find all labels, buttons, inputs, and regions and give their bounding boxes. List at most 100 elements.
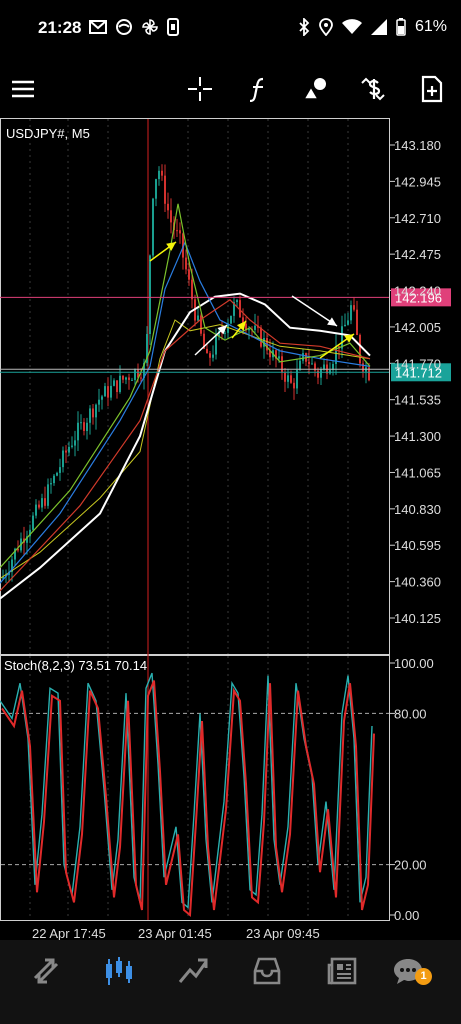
ma-green-line: [0, 203, 371, 569]
ma-red-line: [0, 299, 371, 592]
candle-body: [14, 548, 16, 560]
candle-body: [248, 329, 250, 331]
candle-body: [287, 375, 289, 382]
candle-body: [296, 369, 298, 389]
candle-body: [137, 369, 139, 378]
price-tick-label: 141.065: [394, 465, 441, 480]
price-tick-label: 143.180: [394, 138, 441, 153]
candle-body: [38, 504, 40, 508]
function-icon: [249, 77, 264, 102]
price-tick-label: 141.300: [394, 429, 441, 444]
candle-body: [200, 315, 202, 334]
candle-body: [92, 408, 94, 418]
candle-body: [356, 309, 358, 335]
price-tag-label: 141.712: [395, 365, 442, 380]
candle-body: [98, 399, 100, 405]
time-label: 23 Apr 09:45: [246, 926, 320, 940]
price-tick-label: 142.710: [394, 211, 441, 226]
nav-history[interactable]: [247, 954, 287, 988]
crosshair-icon: [188, 77, 212, 101]
price-tick-label: 140.830: [394, 502, 441, 517]
stoch-level-label: 100.00: [394, 656, 434, 671]
ma-yellow-line: [0, 319, 371, 579]
status-bar: 21:28 61%: [0, 0, 461, 58]
candle-body: [35, 504, 37, 516]
price-tick-label: 140.125: [394, 611, 441, 626]
bluetooth-icon: [299, 18, 310, 36]
candle-body: [317, 370, 319, 378]
gmail-icon: [89, 20, 107, 34]
app-icon: [116, 19, 132, 35]
candle-body: [182, 233, 184, 258]
stoch-level-label: 80.00: [394, 706, 427, 721]
price-tick-label: 142.945: [394, 174, 441, 189]
candle-body: [110, 385, 112, 398]
candle-body: [176, 230, 178, 232]
candle-body: [188, 269, 190, 280]
candle-body: [128, 377, 130, 380]
candle-body: [353, 305, 355, 310]
candle-body: [53, 475, 55, 484]
candle-body: [302, 353, 304, 361]
nav-chart[interactable]: [99, 954, 139, 988]
candle-body: [236, 300, 238, 303]
status-time: 21:28: [38, 18, 82, 37]
candle-body: [161, 170, 163, 176]
indicators-button[interactable]: [243, 74, 273, 104]
chart-area[interactable]: 142.196 141.712 100.00 80.00 20.00 0.00 143.…: [0, 118, 461, 941]
price-tick-label: 141.535: [394, 393, 441, 408]
new-chart-button[interactable]: [417, 74, 447, 104]
candle-body: [41, 498, 43, 508]
candle-body: [158, 170, 160, 180]
chart-icon: [106, 957, 132, 985]
white-arrow-head: [217, 325, 227, 335]
stoch-label: Stoch(8,2,3) 73.51 70.14: [4, 658, 147, 673]
new-chart-icon: [421, 75, 443, 103]
candle-body: [26, 536, 28, 543]
phone-icon: [167, 18, 179, 36]
nav-trade[interactable]: [173, 954, 213, 988]
crosshair-button[interactable]: [185, 74, 215, 104]
candle-body: [224, 332, 226, 334]
candle-body: [299, 360, 301, 370]
location-icon: [319, 18, 333, 36]
candle-body: [323, 364, 325, 370]
stoch-level-label: 20.00: [394, 858, 427, 873]
candle-body: [197, 315, 199, 321]
objects-button[interactable]: [301, 74, 331, 104]
candle-body: [143, 362, 145, 378]
quotes-icon: [33, 958, 59, 984]
candle-body: [134, 369, 136, 380]
candle-body: [308, 361, 310, 365]
candle-body: [44, 498, 46, 506]
candle-body: [350, 305, 352, 321]
battery-icon: [396, 18, 406, 36]
price-tick-label: 142.475: [394, 247, 441, 262]
nav-chat[interactable]: 1: [388, 954, 432, 988]
price-tick-label: 142.240: [394, 284, 441, 299]
candle-body: [212, 354, 214, 358]
candle-body: [185, 257, 187, 270]
trade-button[interactable]: [359, 74, 389, 104]
candle-body: [113, 380, 115, 386]
candle-body: [71, 445, 73, 447]
nav-news[interactable]: [322, 954, 362, 988]
candle-body: [119, 375, 121, 392]
candle-body: [65, 450, 67, 453]
time-label: 23 Apr 01:45: [138, 926, 212, 940]
yellow-arrow-head: [236, 321, 246, 331]
candle-body: [29, 529, 31, 537]
candle-body: [218, 331, 220, 336]
stoch-plot-frame: [0, 655, 390, 921]
battery-percent: 61%: [414, 18, 447, 35]
candle-body: [284, 372, 286, 382]
candle-body: [101, 396, 103, 400]
white-arrow: [291, 295, 338, 327]
candle-body: [140, 377, 142, 379]
candle-body: [314, 363, 316, 371]
nav-quotes[interactable]: [26, 954, 66, 988]
candle-body: [68, 446, 70, 453]
candle-body: [80, 422, 82, 424]
candle-body: [278, 356, 280, 359]
menu-button[interactable]: [8, 74, 38, 104]
